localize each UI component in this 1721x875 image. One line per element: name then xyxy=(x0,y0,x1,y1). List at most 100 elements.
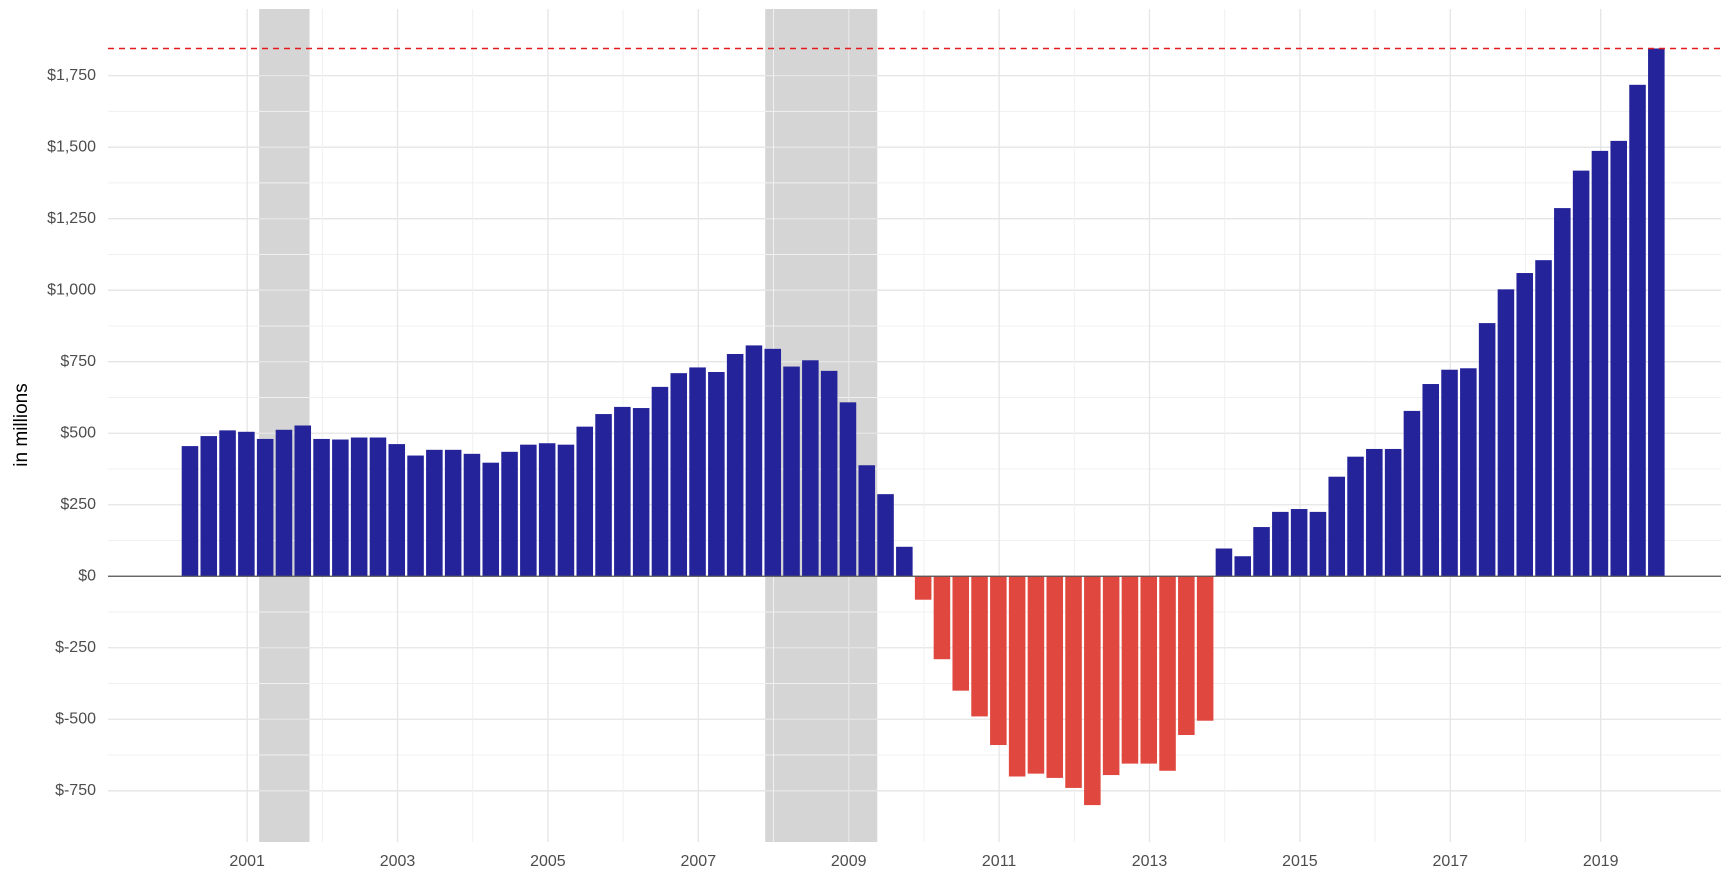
bar xyxy=(538,443,556,577)
y-tick-label: $1,750 xyxy=(47,67,96,84)
bar xyxy=(745,345,763,577)
bar xyxy=(614,406,631,577)
bar xyxy=(1422,384,1440,577)
bar xyxy=(181,446,199,577)
y-tick-label: $-500 xyxy=(55,711,96,728)
x-tick-label: 2005 xyxy=(530,853,566,870)
y-tick-label: $-250 xyxy=(55,639,96,656)
bar xyxy=(1159,576,1176,771)
bar xyxy=(651,386,669,577)
bar xyxy=(1610,140,1628,577)
bar xyxy=(1591,150,1609,577)
bar xyxy=(914,576,932,600)
bar xyxy=(1384,448,1402,577)
bar xyxy=(1629,84,1646,577)
bar xyxy=(332,439,349,577)
bar xyxy=(369,437,387,577)
bar xyxy=(971,576,988,717)
bar xyxy=(783,366,800,577)
bar xyxy=(1328,476,1346,577)
bar xyxy=(388,444,406,577)
bar xyxy=(294,425,312,577)
bar xyxy=(1121,576,1139,764)
bar xyxy=(313,438,330,577)
bar xyxy=(764,348,782,577)
bar xyxy=(632,408,650,577)
bar xyxy=(275,429,293,577)
bar xyxy=(1027,576,1045,774)
bar xyxy=(1046,576,1064,778)
x-tick-label: 2013 xyxy=(1132,853,1168,870)
bar xyxy=(896,546,913,577)
bar xyxy=(952,576,970,691)
bar xyxy=(256,438,274,577)
bar xyxy=(444,449,462,577)
bar xyxy=(238,431,255,577)
bar xyxy=(1196,576,1214,721)
bar xyxy=(1272,511,1289,577)
bar xyxy=(802,360,819,577)
bar xyxy=(219,430,236,577)
bar xyxy=(1366,448,1383,577)
bar xyxy=(1253,527,1270,577)
x-tick-label: 2019 xyxy=(1583,853,1619,870)
bar xyxy=(482,462,500,577)
y-tick-label: $250 xyxy=(60,496,96,513)
bar xyxy=(1290,509,1308,577)
bar xyxy=(426,449,443,577)
y-tick-label: $1,250 xyxy=(47,210,96,227)
bar xyxy=(820,370,838,577)
x-tick-label: 2011 xyxy=(982,853,1017,870)
x-tick-label: 2001 xyxy=(229,853,265,870)
x-tick-label: 2017 xyxy=(1432,853,1468,870)
bar xyxy=(990,576,1007,746)
bar xyxy=(407,455,424,577)
bar xyxy=(501,451,518,577)
bar xyxy=(726,353,744,577)
bar xyxy=(1008,576,1026,777)
bar xyxy=(1535,260,1552,577)
bar xyxy=(1497,289,1515,577)
bar xyxy=(595,414,612,577)
bar xyxy=(1065,576,1082,788)
y-axis-label: in millions xyxy=(11,383,32,466)
bar xyxy=(1441,369,1458,577)
bar xyxy=(670,373,688,577)
bar xyxy=(1102,576,1120,776)
bar xyxy=(708,372,725,577)
x-tick-label: 2007 xyxy=(681,853,717,870)
y-tick-label: $750 xyxy=(60,353,96,370)
bar xyxy=(858,465,876,577)
bar xyxy=(1516,273,1534,577)
bar xyxy=(689,367,706,577)
bar xyxy=(1572,170,1590,577)
y-tick-label: $0 xyxy=(78,567,96,584)
bar xyxy=(576,426,594,577)
bar xyxy=(1140,576,1158,764)
bar xyxy=(1309,511,1327,577)
bar xyxy=(350,437,368,577)
bar xyxy=(1178,576,1195,736)
bar xyxy=(1084,576,1101,806)
bar xyxy=(1554,208,1571,577)
x-tick-label: 2009 xyxy=(831,853,867,870)
bar xyxy=(933,576,951,660)
x-tick-label: 2003 xyxy=(380,853,416,870)
bar xyxy=(1215,548,1233,577)
bar xyxy=(1403,410,1421,577)
x-tick-label: 2015 xyxy=(1282,853,1318,870)
bar xyxy=(1347,456,1364,577)
bar xyxy=(1460,368,1477,577)
bar xyxy=(877,494,894,577)
y-tick-label: $1,000 xyxy=(47,281,96,298)
y-tick-label: $500 xyxy=(60,424,96,441)
bar xyxy=(200,436,218,577)
bar xyxy=(1478,323,1496,577)
bar xyxy=(520,444,537,577)
bar xyxy=(463,453,481,577)
bar xyxy=(1648,48,1665,577)
bar xyxy=(1234,556,1252,577)
bar xyxy=(839,402,857,577)
bar xyxy=(557,444,575,577)
